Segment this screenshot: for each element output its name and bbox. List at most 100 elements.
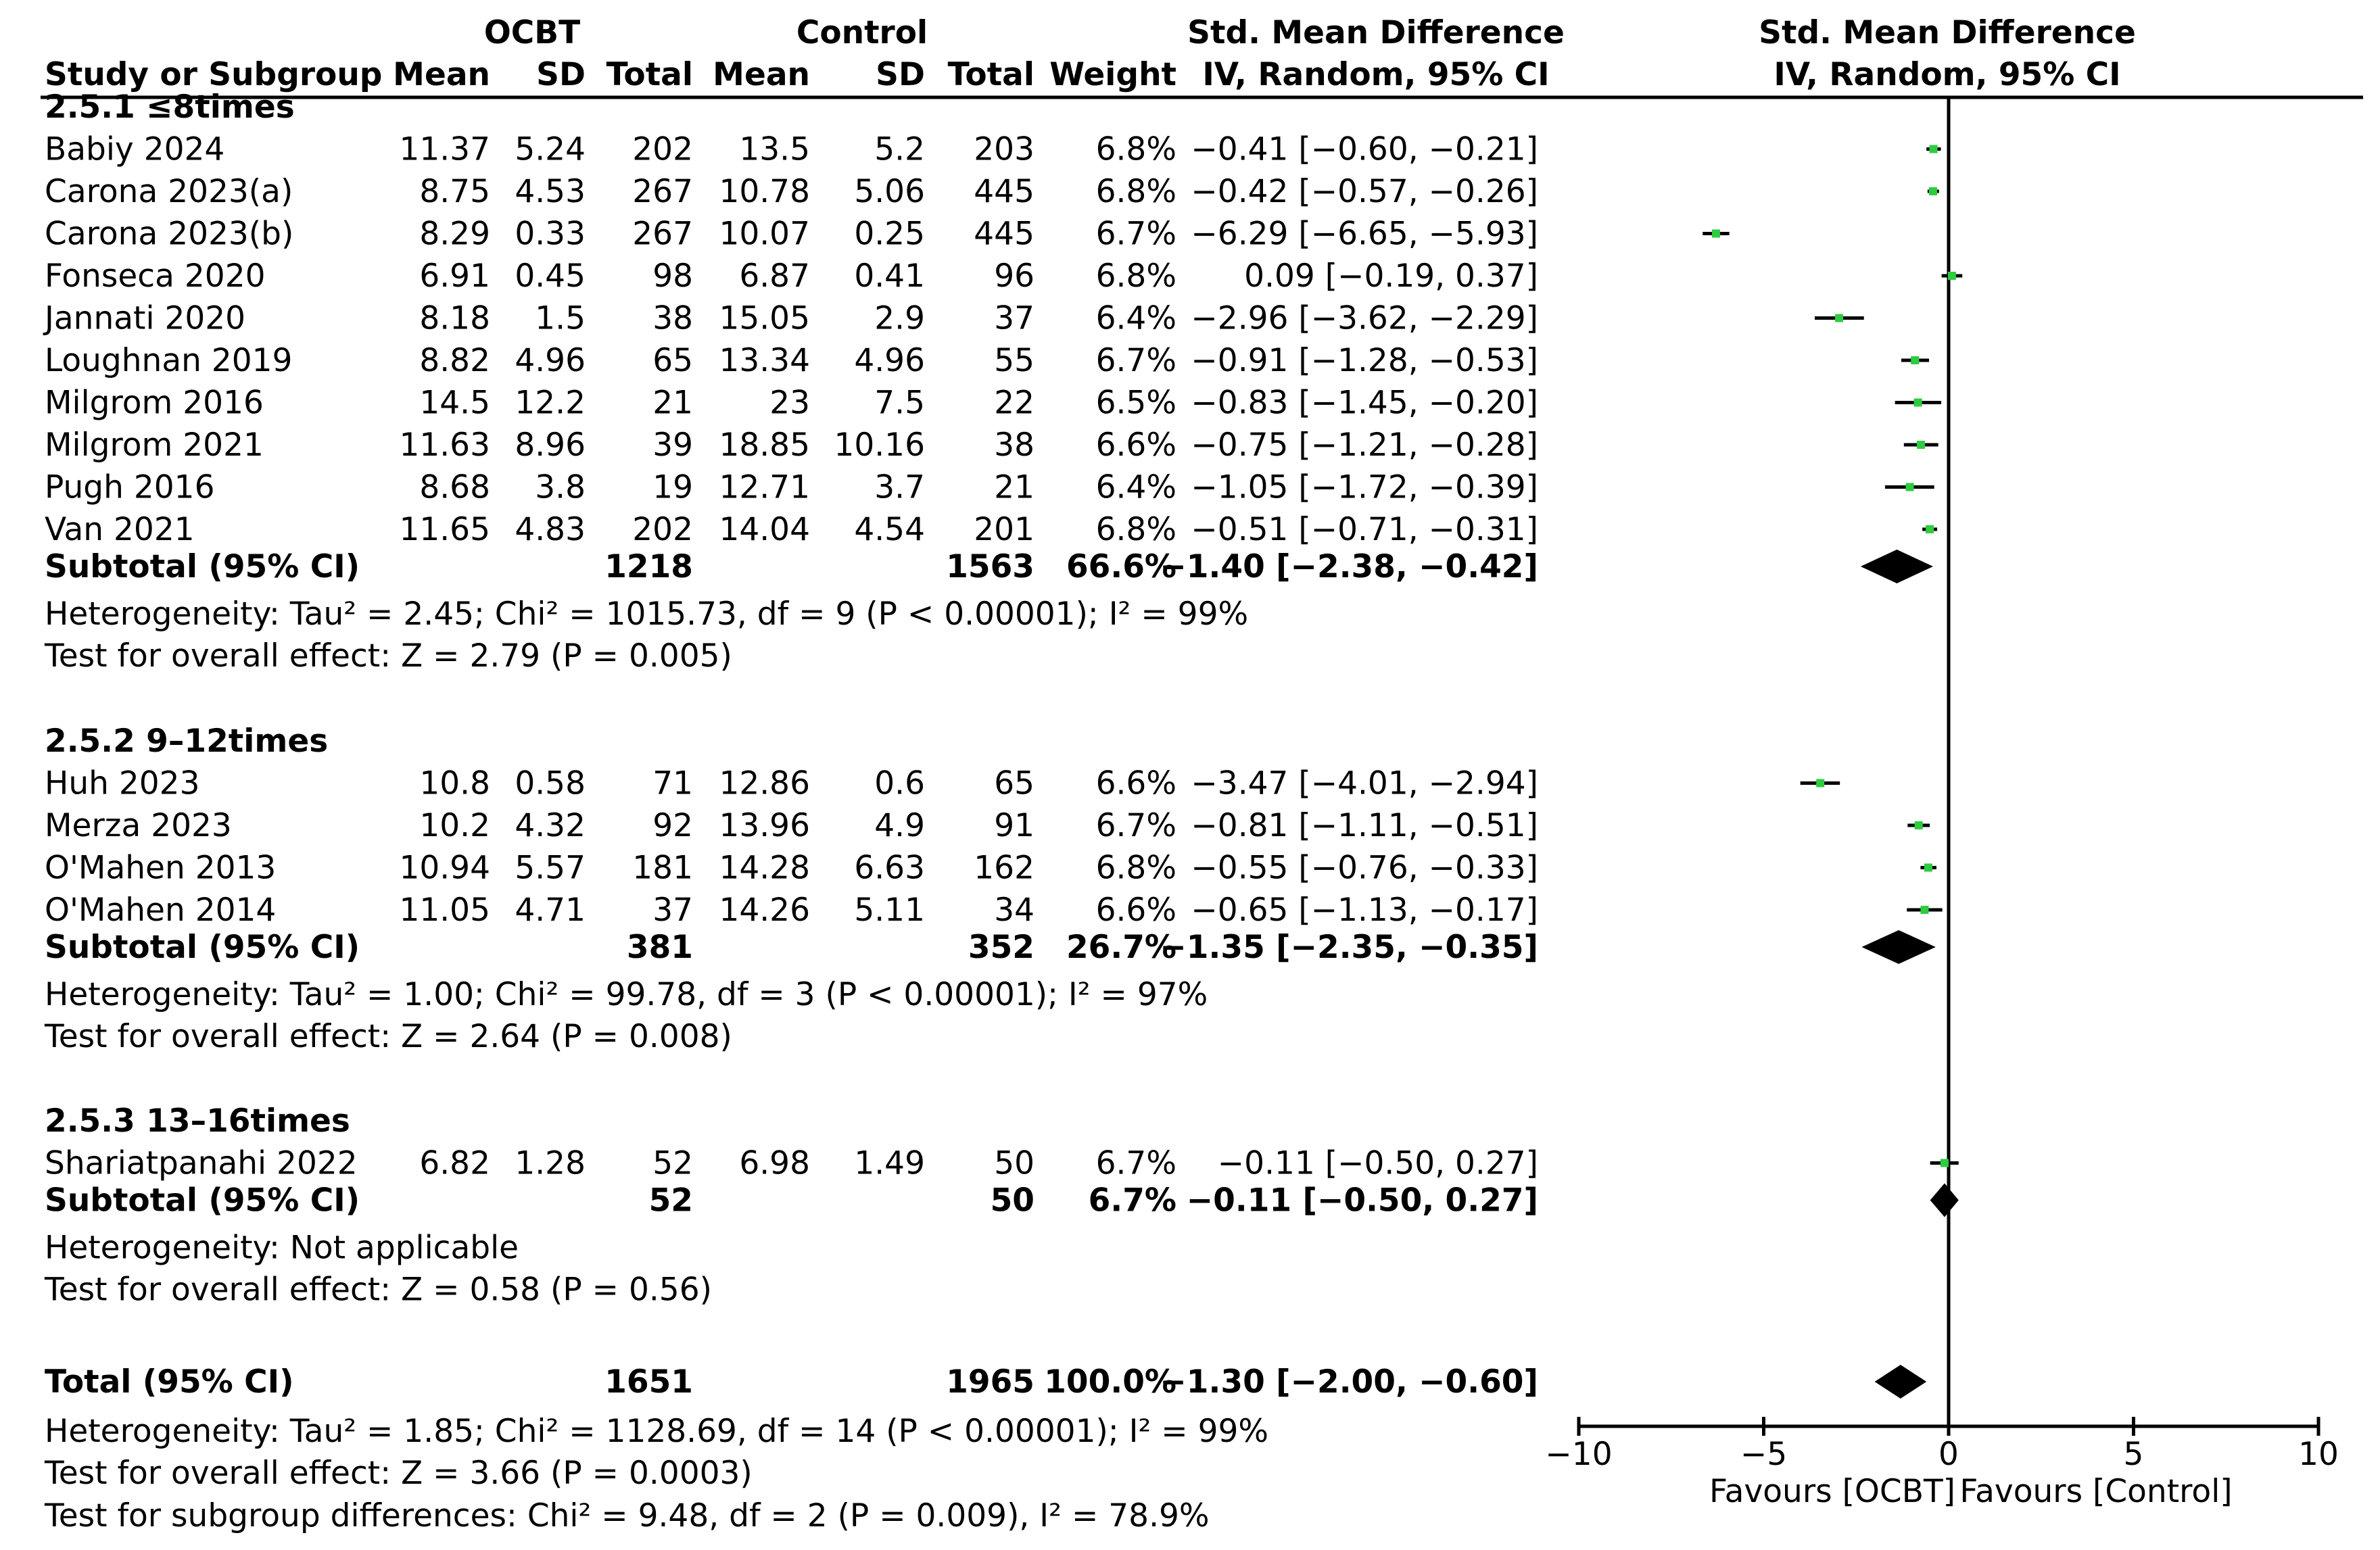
study-name: Van 2021 — [45, 511, 195, 548]
header-ocbt: OCBT — [484, 14, 580, 51]
study-ci: −1.05 [−1.72, −0.39] — [1191, 469, 1538, 506]
ocbt-total: 19 — [652, 469, 693, 506]
subtotal-row-diamond — [1861, 930, 1936, 964]
study-name: Huh 2023 — [45, 765, 199, 802]
ocbt-mean: 6.82 — [419, 1145, 490, 1182]
subtotal-row: Subtotal (95% CI) 381 352 26.7%−1.35 [−2.35… — [45, 929, 1538, 966]
header-control-total: Total — [948, 56, 1034, 93]
control-mean: 14.04 — [719, 511, 810, 548]
header-control-sd: SD — [876, 56, 925, 93]
control-sd: 4.54 — [854, 511, 925, 548]
control-mean: 15.05 — [719, 300, 810, 337]
table-rows: 2.5.1 ≤8times Babiy 2024 11.37 5.24 202 13.5 5… — [43, 89, 1538, 1534]
study-name: Babiy 2024 — [45, 131, 224, 168]
control-sd: 2.9 — [874, 300, 925, 337]
subtotal-row: Subtotal (95% CI) 52 50 6.7% −0.11 [−0.50, 0… — [45, 1182, 1538, 1219]
ocbt-sd: 4.83 — [515, 511, 586, 548]
control-total: 34 — [994, 892, 1034, 929]
study-name: Carona 2023(a) — [45, 173, 293, 210]
header-control: Control — [796, 14, 928, 51]
x-tick-label: 0 — [1938, 1436, 1959, 1473]
total-row-label: Total (95% CI) — [45, 1363, 294, 1401]
study-marker — [1926, 525, 1934, 533]
study-marker — [1835, 314, 1844, 322]
header-weight: Weight — [1049, 56, 1176, 93]
subtotal-row-ocbt-total: 1218 — [604, 548, 693, 585]
ocbt-sd: 0.45 — [515, 258, 586, 295]
study-marker — [1905, 483, 1914, 491]
x-tick-label: −5 — [1740, 1436, 1787, 1473]
table-row: Carona 2023(a) 8.75 4.53 267 10.78 5.06 445 6.8… — [45, 173, 1538, 210]
ocbt-total: 38 — [652, 300, 693, 337]
total-row-diamond — [1874, 1365, 1927, 1399]
plot-marks — [1703, 145, 1963, 1399]
x-tick-label: 10 — [2298, 1436, 2339, 1473]
overall-effect-text: Test for overall effect: Z = 0.58 (P = 0… — [44, 1272, 712, 1309]
subgroup-differences-text: Test for subgroup differences: Chi² = 9.… — [44, 1497, 1210, 1534]
favours-right-label: Favours [Control] — [1959, 1473, 2232, 1510]
ocbt-mean: 14.5 — [419, 385, 490, 422]
control-sd: 0.41 — [854, 258, 925, 295]
control-total: 55 — [994, 342, 1034, 379]
overall-effect-text: Test for overall effect: Z = 2.64 (P = 0… — [44, 1018, 732, 1055]
control-mean: 13.5 — [739, 131, 810, 168]
control-mean: 13.34 — [719, 342, 810, 379]
table-row: O'Mahen 2014 11.05 4.71 37 14.26 5.11 34 6.6% −0… — [45, 892, 1538, 929]
subtotal-row-ci: −1.35 [−2.35, −0.35] — [1160, 929, 1538, 966]
header-ocbt-sd: SD — [536, 56, 586, 93]
control-mean: 18.85 — [719, 427, 810, 464]
study-marker — [1913, 398, 1922, 407]
subtotal-row-weight: 6.7% — [1089, 1182, 1176, 1219]
ocbt-sd: 5.57 — [515, 850, 586, 887]
control-total: 65 — [994, 765, 1034, 802]
subtotal-row-control-total: 1563 — [946, 548, 1034, 585]
subgroup-heading: 2.5.1 ≤8times — [45, 89, 295, 126]
ocbt-total: 202 — [632, 131, 693, 168]
ocbt-mean: 8.29 — [419, 216, 490, 253]
x-tick-label: −10 — [1545, 1436, 1612, 1473]
control-total: 203 — [974, 131, 1034, 168]
study-name: Loughnan 2019 — [45, 342, 292, 379]
study-marker — [1916, 441, 1925, 449]
header-study: Study or Subgroup — [45, 56, 382, 93]
study-weight: 6.4% — [1096, 300, 1176, 337]
ocbt-sd: 12.2 — [515, 385, 586, 422]
heterogeneity-text: Heterogeneity: Not applicable — [45, 1230, 519, 1267]
study-name: O'Mahen 2013 — [45, 850, 276, 887]
study-ci: −0.42 [−0.57, −0.26] — [1191, 173, 1538, 210]
control-total: 21 — [994, 469, 1034, 506]
ocbt-total: 92 — [652, 807, 693, 844]
header-ocbt-mean: Mean — [393, 56, 490, 93]
total-heterogeneity-text: Heterogeneity: Tau² = 1.85; Chi² = 1128.… — [45, 1413, 1268, 1450]
control-total: 445 — [974, 173, 1034, 210]
total-row-weight: 100.0% — [1044, 1363, 1176, 1401]
control-total: 162 — [974, 850, 1034, 887]
control-mean: 10.07 — [719, 216, 810, 253]
control-total: 37 — [994, 300, 1034, 337]
table-row: Milgrom 2016 14.5 12.2 21 23 7.5 22 6.5% −0.83 [… — [45, 385, 1538, 422]
table-row: Babiy 2024 11.37 5.24 202 13.5 5.2 203 6.8% −0.4… — [45, 131, 1538, 168]
control-sd: 5.06 — [854, 173, 925, 210]
ocbt-mean: 11.05 — [399, 892, 490, 929]
control-mean: 6.98 — [739, 1145, 810, 1182]
study-marker — [1929, 187, 1938, 195]
study-ci: 0.09 [−0.19, 0.37] — [1244, 258, 1538, 295]
study-weight: 6.8% — [1096, 511, 1176, 548]
study-ci: −0.65 [−1.13, −0.17] — [1191, 892, 1538, 929]
subtotal-row-ci: −1.40 [−2.38, −0.42] — [1160, 548, 1538, 585]
table-row: Milgrom 2021 11.63 8.96 39 18.85 10.16 38 6.6% −… — [45, 427, 1538, 464]
table-row: Pugh 2016 8.68 3.8 19 12.71 3.7 21 6.4% −1.05 [−… — [45, 469, 1538, 506]
ocbt-total: 52 — [652, 1145, 693, 1182]
ocbt-mean: 8.18 — [419, 300, 490, 337]
total-row-ci: −1.30 [−2.00, −0.60] — [1160, 1363, 1538, 1401]
header-control-mean: Mean — [713, 56, 810, 93]
subgroup-heading: 2.5.2 9–12times — [45, 723, 328, 760]
overall-effect-text: Test for overall effect: Z = 2.79 (P = 0… — [44, 637, 732, 675]
ocbt-total: 39 — [652, 427, 693, 464]
study-weight: 6.6% — [1096, 892, 1176, 929]
study-ci: −0.41 [−0.60, −0.21] — [1191, 131, 1538, 168]
table-row: Fonseca 2020 6.91 0.45 98 6.87 0.41 96 6.8% 0.09… — [45, 258, 1538, 295]
study-ci: −2.96 [−3.62, −2.29] — [1191, 300, 1538, 337]
subtotal-row-label: Subtotal (95% CI) — [45, 548, 360, 585]
ocbt-mean: 8.82 — [419, 342, 490, 379]
